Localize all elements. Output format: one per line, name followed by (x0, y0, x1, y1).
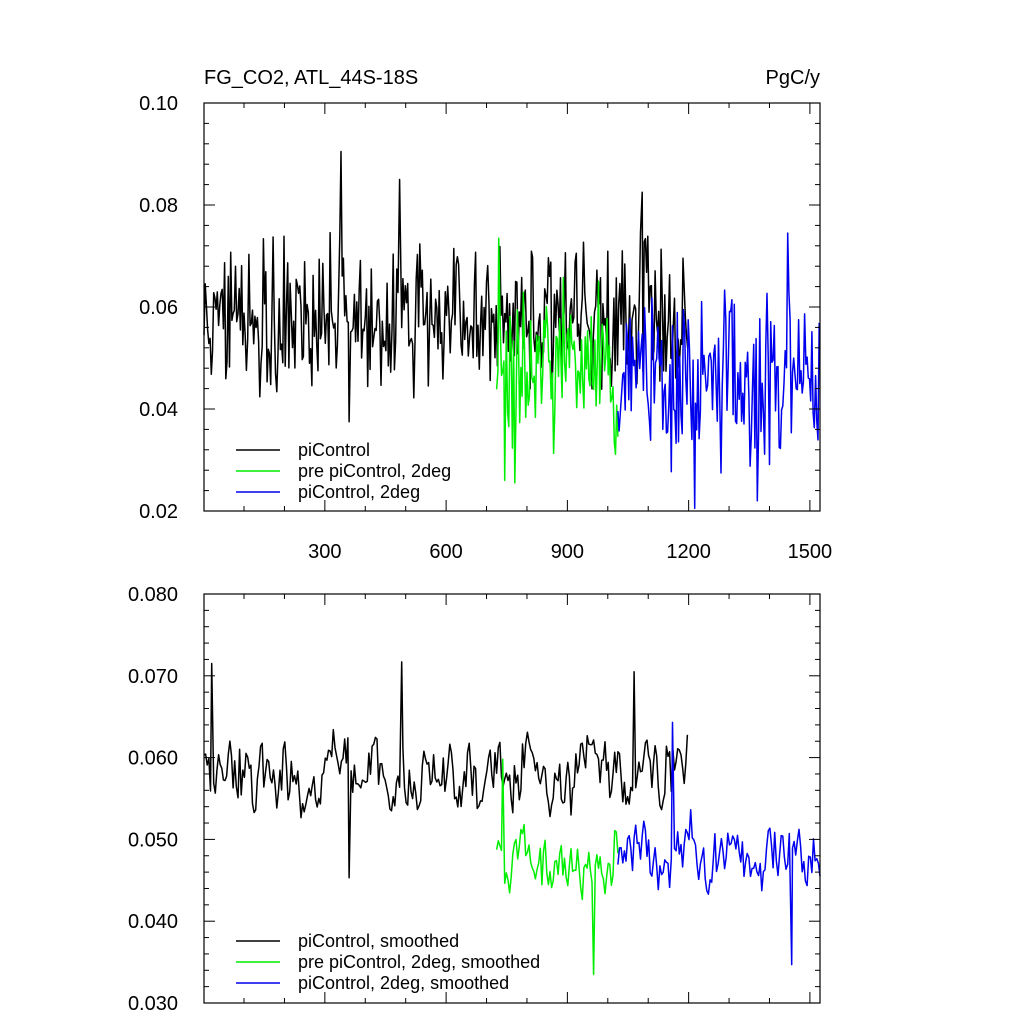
series-line-3 (617, 721, 821, 966)
bottom-panel: 0.030 0.040 0.050 0.060 0.070 0.080 piControl,… (128, 584, 821, 1015)
legend-label: pre piControl, 2deg (298, 461, 451, 481)
x-tick-label: 600 (429, 541, 462, 563)
y-tick-label: 0.04 (139, 399, 178, 421)
plot-frame (203, 593, 821, 1004)
units-label: PgC/y (766, 67, 820, 89)
x-tick-label: 300 (308, 541, 341, 563)
y-tick-label: 0.10 (139, 93, 178, 115)
top-panel: 300 600 900 1200 1500 0.02 0.04 0.06 0.08 0.10 piC… (139, 93, 832, 563)
legend-label: piControl, smoothed (298, 931, 459, 951)
y-tick-label: 0.02 (139, 501, 178, 523)
series-line-2 (495, 758, 619, 976)
legend-label: piControl, 2deg, smoothed (298, 973, 509, 993)
series-line-3 (617, 232, 820, 510)
legend-label: pre piControl, 2deg, smoothed (298, 952, 540, 972)
x-tick-label: 900 (551, 541, 584, 563)
chart-title: FG_CO2, ATL_44S-18S (204, 67, 418, 89)
legend-label: piControl, 2deg (298, 482, 420, 502)
x-tick-label: 1500 (788, 541, 833, 563)
y-tick-label: 0.040 (128, 911, 178, 933)
legend-label: piControl (298, 440, 370, 460)
y-tick-label: 0.060 (128, 748, 178, 770)
y-tick-label: 0.08 (139, 195, 178, 217)
y-tick-label: 0.080 (128, 584, 178, 606)
series-line-1 (203, 150, 689, 423)
y-tick-label: 0.050 (128, 829, 178, 851)
y-tick-label: 0.06 (139, 297, 178, 319)
y-tick-label: 0.030 (128, 993, 178, 1015)
series-line-1 (203, 661, 689, 879)
x-tick-label: 1200 (666, 541, 711, 563)
y-tick-label: 0.070 (128, 666, 178, 688)
series-line-2 (495, 237, 619, 484)
